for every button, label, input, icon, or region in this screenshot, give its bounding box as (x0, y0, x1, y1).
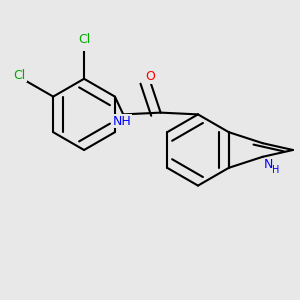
Text: O: O (145, 70, 155, 83)
Text: NH: NH (113, 115, 132, 128)
Text: Cl: Cl (78, 33, 90, 46)
Text: Cl: Cl (14, 69, 26, 82)
Text: H: H (272, 165, 279, 176)
Text: N: N (264, 158, 273, 171)
